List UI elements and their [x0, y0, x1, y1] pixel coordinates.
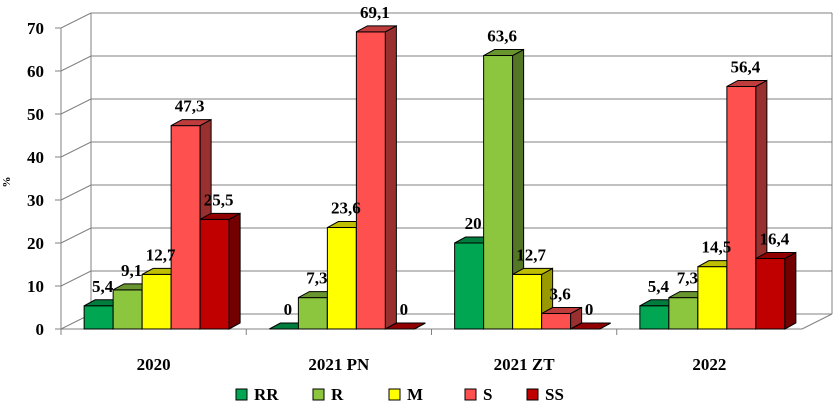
bar-front — [355, 31, 386, 330]
bar-top — [356, 25, 397, 33]
gridline-side — [60, 141, 92, 158]
data-label: 14,5 — [702, 238, 732, 257]
data-label: 69,1 — [360, 3, 390, 22]
bar-front — [199, 218, 230, 330]
floor-edge — [801, 313, 833, 330]
y-tick-label: 0 — [36, 320, 45, 339]
axis-layer: 0 10 20 30 40 50 60 70 2020 2021 PN 2021 ZT 2022 — [27, 19, 833, 374]
bar-front — [697, 266, 728, 330]
bar-front — [639, 305, 670, 330]
bar-front — [297, 297, 328, 330]
bar — [385, 322, 426, 330]
data-label: 0 — [585, 300, 594, 319]
y-tick-label: 60 — [27, 62, 44, 81]
bar — [355, 25, 397, 330]
data-label: 25,5 — [204, 190, 234, 209]
data-label: 63,6 — [487, 27, 517, 46]
bar-front — [483, 55, 514, 330]
bar-top — [755, 251, 797, 259]
legend-item: RR — [235, 385, 279, 404]
data-label: 7,3 — [677, 269, 698, 288]
legend-label: SS — [545, 385, 564, 404]
bar-front — [668, 297, 699, 330]
gridline-side — [60, 227, 92, 244]
x-tick-label: 2020 — [137, 355, 171, 374]
x-tick-label: 2021 PN — [308, 355, 370, 374]
gridline-side — [60, 270, 92, 287]
bar-front — [512, 273, 543, 330]
legend-swatch — [235, 388, 248, 401]
labels-layer: 5,49,112,747,325,507,323,669,102063,612,… — [92, 3, 790, 319]
bar-front — [726, 85, 757, 330]
data-label: 3,6 — [550, 285, 571, 304]
bar-side — [784, 251, 797, 330]
legend-swatch — [312, 388, 325, 401]
bar — [570, 322, 611, 330]
y-tick-label: 50 — [27, 105, 44, 124]
bar-top — [726, 79, 768, 87]
bar-front — [541, 313, 572, 330]
data-label: 9,1 — [121, 261, 142, 280]
data-label: 56,4 — [731, 57, 761, 76]
bar-front — [141, 273, 172, 330]
data-label: 5,4 — [92, 277, 114, 296]
y-tick-label: 20 — [27, 234, 44, 253]
bar — [199, 212, 241, 330]
legend-item: SS — [526, 385, 564, 404]
bar-side — [384, 25, 397, 330]
data-label: 47,3 — [175, 97, 205, 116]
legend-swatch — [388, 388, 401, 401]
y-tick-label: 40 — [27, 148, 44, 167]
bar-top — [570, 322, 611, 330]
legend-label: M — [407, 385, 423, 404]
data-label: 0 — [400, 300, 409, 319]
data-label: 5,4 — [648, 277, 670, 296]
bar-front — [454, 242, 485, 330]
gridline-side — [60, 55, 92, 72]
legend-label: S — [483, 385, 492, 404]
gridline-side — [60, 12, 92, 29]
y-tick-label: 30 — [27, 191, 44, 210]
bar-top — [170, 119, 212, 127]
legend-item: S — [464, 385, 492, 404]
data-label: 20 — [465, 214, 482, 233]
bar-front — [755, 257, 786, 330]
data-label: 23,6 — [331, 199, 361, 218]
bar-top — [199, 212, 241, 220]
legend-label: R — [331, 385, 344, 404]
bar-top — [483, 49, 524, 57]
x-tick-label: 2021 ZT — [494, 355, 556, 374]
bar-top — [385, 322, 426, 330]
legend-item: M — [388, 385, 423, 404]
legend-item: R — [312, 385, 344, 404]
legend-label: RR — [254, 385, 279, 404]
legend: RR R M S SS — [235, 385, 564, 404]
bar — [483, 48, 525, 330]
bar-front — [112, 289, 143, 330]
bar-front — [83, 305, 114, 330]
y-tick-label: 70 — [27, 19, 44, 38]
data-label: 0 — [284, 300, 293, 319]
bar-front — [326, 227, 357, 330]
gridline-side — [60, 98, 92, 115]
legend-swatch — [464, 388, 477, 401]
bar-side — [228, 212, 241, 330]
y-axis-label: % — [1, 177, 13, 188]
data-label: 16,4 — [760, 229, 790, 248]
x-tick-label: 2022 — [692, 355, 726, 374]
bar — [755, 251, 797, 330]
bar-front — [170, 125, 201, 330]
bars-layer — [83, 25, 797, 330]
gridline-side — [60, 184, 92, 201]
bar-top — [541, 307, 582, 315]
data-label: 12,7 — [146, 245, 176, 264]
data-label: 12,7 — [516, 245, 546, 264]
y-tick-label: 10 — [27, 277, 44, 296]
bar-top — [512, 267, 553, 275]
data-label: 7,3 — [306, 269, 327, 288]
legend-swatch — [526, 388, 539, 401]
